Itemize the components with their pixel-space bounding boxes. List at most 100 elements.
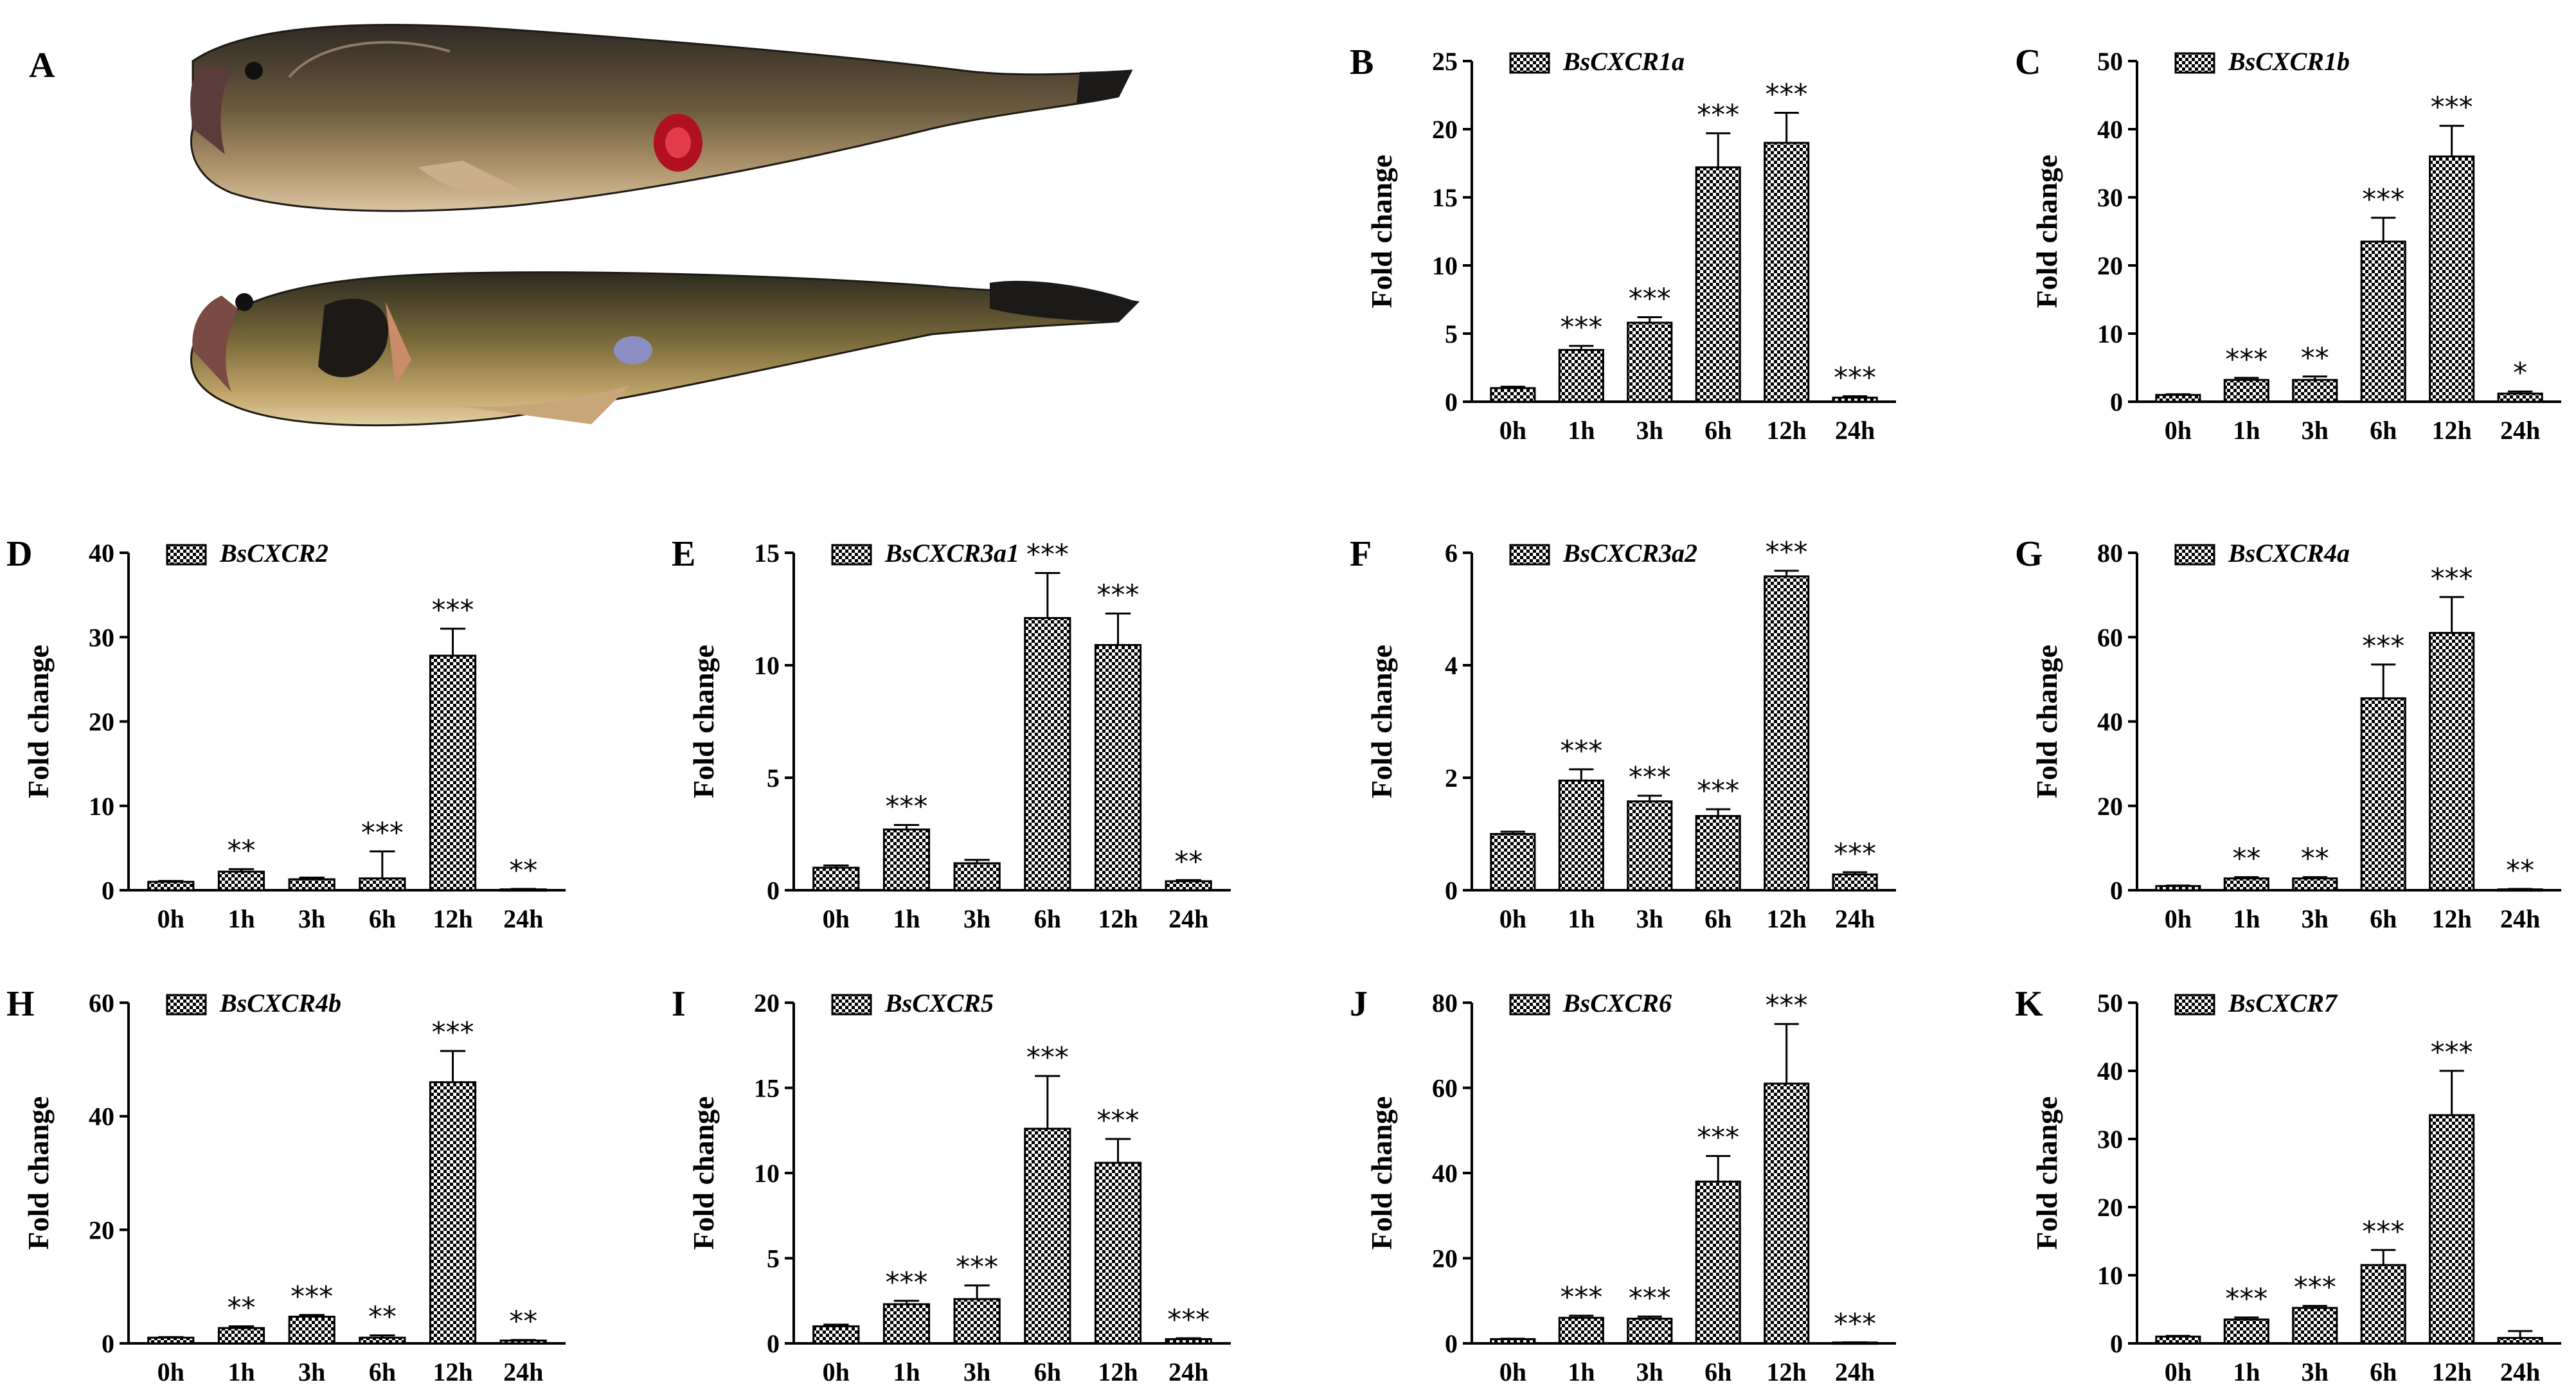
x-tick-label: 1h [228, 1358, 255, 1386]
y-tick-label: 0 [2110, 388, 2123, 417]
bar-0h [1490, 387, 1536, 403]
significance-label: *** [956, 1251, 998, 1284]
y-axis-label: Fold change [22, 1097, 55, 1250]
significance-label: * [2513, 357, 2527, 390]
bar-12h [1764, 1082, 1810, 1345]
x-tick-label: 6h [1034, 1358, 1061, 1386]
bar-0h [147, 881, 195, 892]
legend-label: BsCXCR4b [219, 989, 341, 1017]
bar-1h [2223, 1318, 2269, 1345]
bar-3h [1627, 800, 1673, 892]
y-tick-label: 80 [2097, 539, 2123, 568]
significance-label: *** [1167, 1304, 1210, 1336]
x-tick-label: 0h [1499, 416, 1526, 445]
y-tick-label: 0 [767, 876, 780, 905]
x-tick-label: 0h [2165, 904, 2192, 933]
x-tick-label: 24h [1835, 1358, 1875, 1386]
panel-label: I [672, 984, 686, 1024]
significance-label: ** [509, 1305, 537, 1338]
x-tick-label: 3h [1636, 416, 1663, 445]
panel-label: D [6, 534, 32, 574]
bar-3h [2292, 877, 2338, 892]
significance-label: *** [291, 1280, 333, 1313]
bar-6h [359, 877, 406, 892]
significance-label: *** [1697, 98, 1739, 131]
y-tick-label: 60 [89, 989, 114, 1017]
legend-swatch [831, 544, 872, 566]
bar-1h [217, 1327, 265, 1345]
y-tick-label: 20 [754, 989, 780, 1017]
y-tick-label: 10 [754, 651, 780, 680]
x-tick-label: 3h [2302, 904, 2329, 933]
bar-24h [499, 1340, 547, 1345]
y-tick-label: 5 [767, 764, 780, 793]
bar-24h [2497, 392, 2543, 403]
x-tick-label: 1h [1568, 416, 1595, 445]
significance-label: *** [1834, 838, 1876, 870]
legend-label: BsCXCR2 [219, 539, 328, 568]
y-tick-label: 30 [2097, 183, 2123, 212]
y-tick-label: 15 [1432, 183, 1458, 212]
y-axis-label: Fold change [2030, 155, 2063, 309]
x-tick-label: 3h [963, 904, 990, 933]
bar-3h [1627, 1318, 1673, 1345]
y-tick-label: 20 [89, 708, 114, 737]
bar-24h [1165, 880, 1212, 892]
bar-24h [1165, 1338, 1212, 1345]
legend-label: BsCXCR1b [2228, 47, 2350, 76]
bar-6h [2360, 697, 2406, 892]
y-tick-label: 15 [754, 539, 780, 568]
significance-label: *** [2362, 1215, 2404, 1248]
x-tick-label: 6h [1704, 416, 1731, 445]
y-tick-label: 80 [1432, 989, 1458, 1017]
significance-label: ** [2301, 342, 2329, 375]
bar-6h [1024, 1127, 1071, 1345]
y-tick-label: 40 [89, 539, 114, 568]
y-tick-label: 2 [1445, 764, 1458, 793]
significance-label: *** [1097, 1104, 1140, 1137]
panel-label: F [1350, 534, 1372, 574]
significance-label: ** [2301, 843, 2329, 875]
bar-1h [1558, 1316, 1604, 1345]
x-tick-label: 0h [823, 1358, 850, 1386]
bar-0h [2155, 393, 2201, 403]
significance-label: *** [1766, 536, 1808, 569]
significance-label: *** [1560, 735, 1602, 767]
panel-label: B [1350, 42, 1373, 82]
bar-0h [147, 1336, 195, 1345]
legend-swatch [166, 994, 207, 1016]
bar-1h [217, 870, 265, 892]
x-tick-label: 24h [2500, 1358, 2540, 1386]
y-tick-label: 0 [1445, 1329, 1458, 1358]
bar-3h [1627, 321, 1673, 403]
x-tick-label: 0h [157, 1358, 184, 1386]
significance-label: *** [1697, 775, 1739, 807]
x-tick-label: 24h [2500, 904, 2540, 933]
chart-panel-d: D Fold change 0 10 20 30 40 BsCXCR2 0h ** 1h 3h *** 6… [6, 534, 566, 933]
fish-image-healthy [190, 271, 1140, 427]
bar-6h [1695, 1180, 1741, 1345]
panel-label: E [672, 534, 695, 574]
y-tick-label: 0 [1445, 388, 1458, 417]
significance-label: *** [2431, 1036, 2473, 1069]
y-tick-label: 30 [89, 623, 114, 652]
x-tick-label: 0h [157, 904, 184, 933]
significance-label: ** [227, 834, 255, 867]
bar-0h [2155, 884, 2201, 892]
significance-label: *** [1097, 579, 1140, 612]
x-tick-label: 24h [2500, 416, 2540, 445]
y-tick-label: 20 [2097, 792, 2123, 821]
y-axis-label: Fold change [2030, 645, 2063, 798]
x-tick-label: 1h [893, 904, 920, 933]
legend-label: BsCXCR3a2 [1562, 539, 1697, 568]
bar-12h [429, 654, 477, 892]
chart-panel-i: I Fold change 0 5 10 15 20 BsCXCR5 0h *** 1h *** 3h *… [672, 984, 1231, 1386]
bar-12h [1764, 141, 1810, 403]
significance-label: *** [1629, 283, 1671, 316]
legend-swatch [1509, 544, 1550, 566]
chart-panel-k: K Fold change 0 10 20 30 40 50 BsCXCR7 0h *** 1h ***… [2015, 984, 2561, 1386]
y-tick-label: 4 [1445, 651, 1458, 680]
legend-label: BsCXCR6 [1562, 989, 1672, 1017]
y-tick-label: 10 [754, 1159, 780, 1188]
